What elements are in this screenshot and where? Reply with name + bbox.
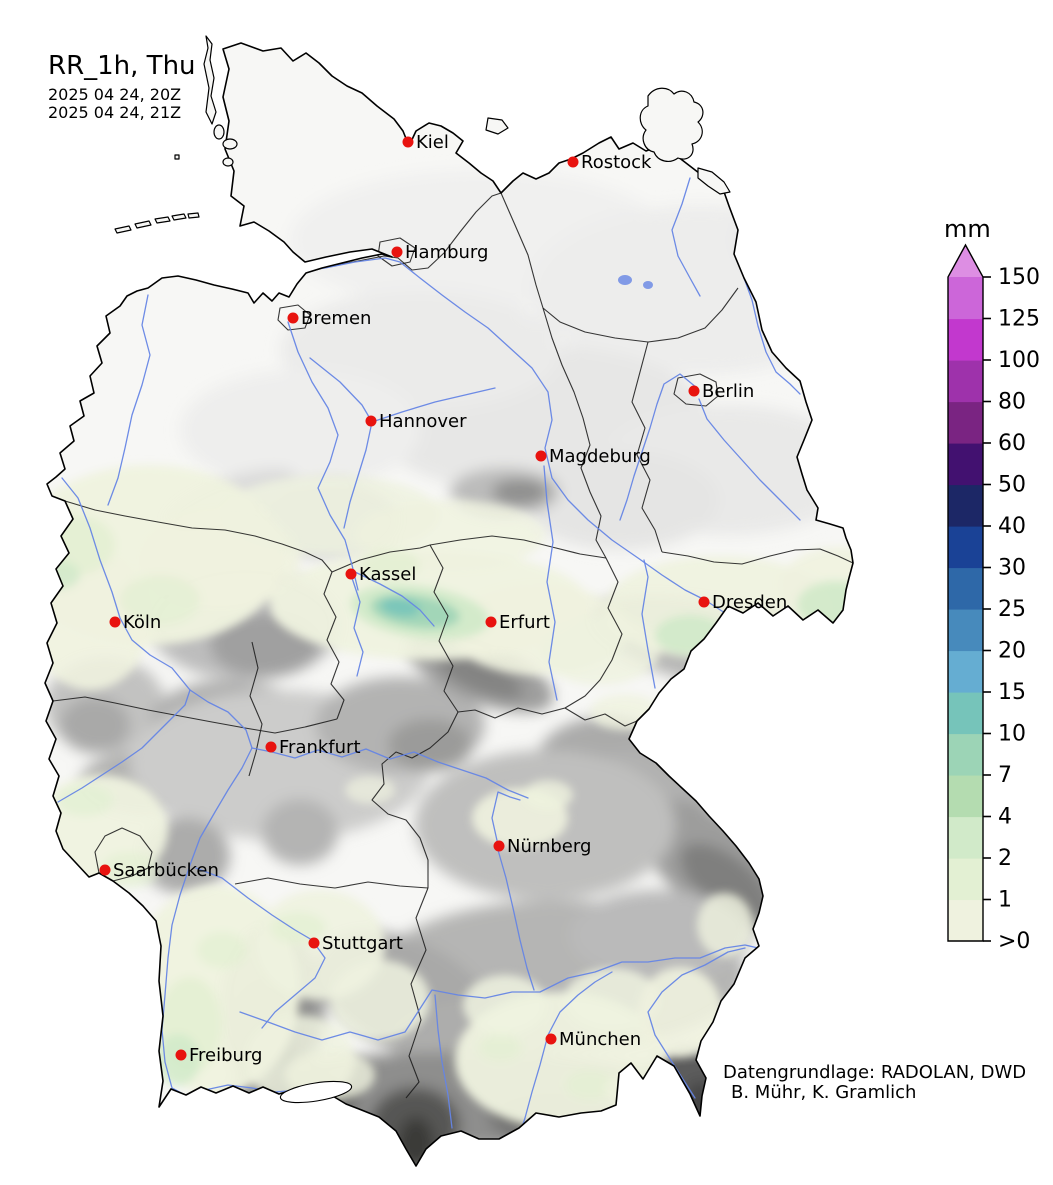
colorbar-tick-label-7: 7 [998,763,1012,788]
city-marker-frankfurt [265,741,277,753]
city-label-bremen: Bremen [301,308,371,329]
city-marker-dresden [698,596,710,608]
colorbar-segment-8 [948,567,983,610]
colorbar-unit-label: mm [944,215,991,243]
colorbar-segment-9 [948,526,983,569]
city-marker-n-rnberg [493,840,505,852]
colorbar: >0 1 2 4 7 10 15 20 25 30 40 50 60 80 100 125 150 [947,243,1040,954]
city-marker-saarb-cken [99,864,111,876]
colorbar-segment-13 [948,360,983,403]
state-borders [52,192,853,1099]
city-marker-stuttgart [308,937,320,949]
city-label-kiel: Kiel [416,132,449,153]
colorbar-segment-1 [948,858,983,901]
city-markers: Kiel Rostock Hamburg Bremen Berlin Hannover Ma… [99,132,787,1066]
city-marker-kiel [402,136,414,148]
city-label-saarb-cken: Saarbücken [113,860,219,881]
colorbar-tick-label-80: 80 [998,390,1026,415]
city-label-freiburg: Freiburg [189,1045,262,1066]
city-label-n-rnberg: Nürnberg [507,836,591,857]
city-marker-freiburg [175,1049,187,1061]
city-label-rostock: Rostock [581,152,652,173]
colorbar-tick-label-40: 40 [998,514,1026,539]
colorbar-tick-label-1: 1 [998,888,1012,913]
city-marker-k-ln [109,616,121,628]
colorbar-segment-12 [948,401,983,444]
colorbar-tick-label-30: 30 [998,556,1026,581]
timestamp-start: 2025 04 24, 20Z [48,85,181,104]
city-label-magdeburg: Magdeburg [549,446,651,467]
colorbar-tick-label-100: 100 [998,348,1040,373]
islands [114,35,731,1104]
city-label-stuttgart: Stuttgart [322,933,403,954]
city-marker-rostock [567,156,579,168]
colorbar-tick-label-10: 10 [998,722,1026,747]
attribution-source: Datengrundlage: RADOLAN, DWD [723,1062,1026,1083]
colorbar-segment-11 [948,443,983,486]
colorbar-tick-label-150: 150 [998,265,1040,290]
city-marker-bremen [287,312,299,324]
colorbar-overflow-arrow [948,245,983,277]
city-label-m-nchen: München [559,1029,641,1050]
colorbar-segment-3 [948,775,983,818]
colorbar-frame [947,243,984,942]
colorbar-tick-label-4: 4 [998,805,1012,830]
colorbar-tick-label-50: 50 [998,473,1026,498]
city-label-hamburg: Hamburg [405,242,488,263]
colorbar-segment-15 [948,277,983,320]
city-marker-m-nchen [545,1033,557,1045]
germany-outline [44,42,854,1167]
colorbar-tick-label->0: >0 [998,929,1030,954]
colorbar-tick-label-20: 20 [998,639,1026,664]
city-label-frankfurt: Frankfurt [279,737,361,758]
city-label-kassel: Kassel [359,564,416,585]
colorbar-segment-2 [948,816,983,859]
city-marker-hamburg [391,246,403,258]
city-marker-hannover [365,415,377,427]
city-marker-erfurt [485,616,497,628]
colorbar-segment-7 [948,609,983,652]
colorbar-tick-label-125: 125 [998,307,1040,332]
city-marker-magdeburg [535,450,547,462]
city-label-hannover: Hannover [379,411,467,432]
colorbar-tick-label-2: 2 [998,846,1012,871]
colorbar-segment-6 [948,650,983,693]
city-label-dresden: Dresden [712,592,787,613]
colorbar-segment-4 [948,733,983,776]
colorbar-segment-0 [948,899,983,942]
colorbar-tick-label-60: 60 [998,431,1026,456]
colorbar-tick-label-15: 15 [998,680,1026,705]
city-label-berlin: Berlin [702,381,754,402]
colorbar-segment-5 [948,692,983,735]
colorbar-tick-label-25: 25 [998,597,1026,622]
lake-constance [279,1080,353,1104]
city-label-k-ln: Köln [123,612,161,633]
timestamp-end: 2025 04 24, 21Z [48,103,181,122]
attribution-authors: B. Mühr, K. Gramlich [731,1082,916,1103]
colorbar-segment-10 [948,484,983,527]
map-title: RR_1h, Thu [48,51,196,81]
colorbar-segment-14 [948,318,983,361]
city-label-erfurt: Erfurt [499,612,550,633]
city-marker-kassel [345,568,357,580]
city-marker-berlin [688,385,700,397]
